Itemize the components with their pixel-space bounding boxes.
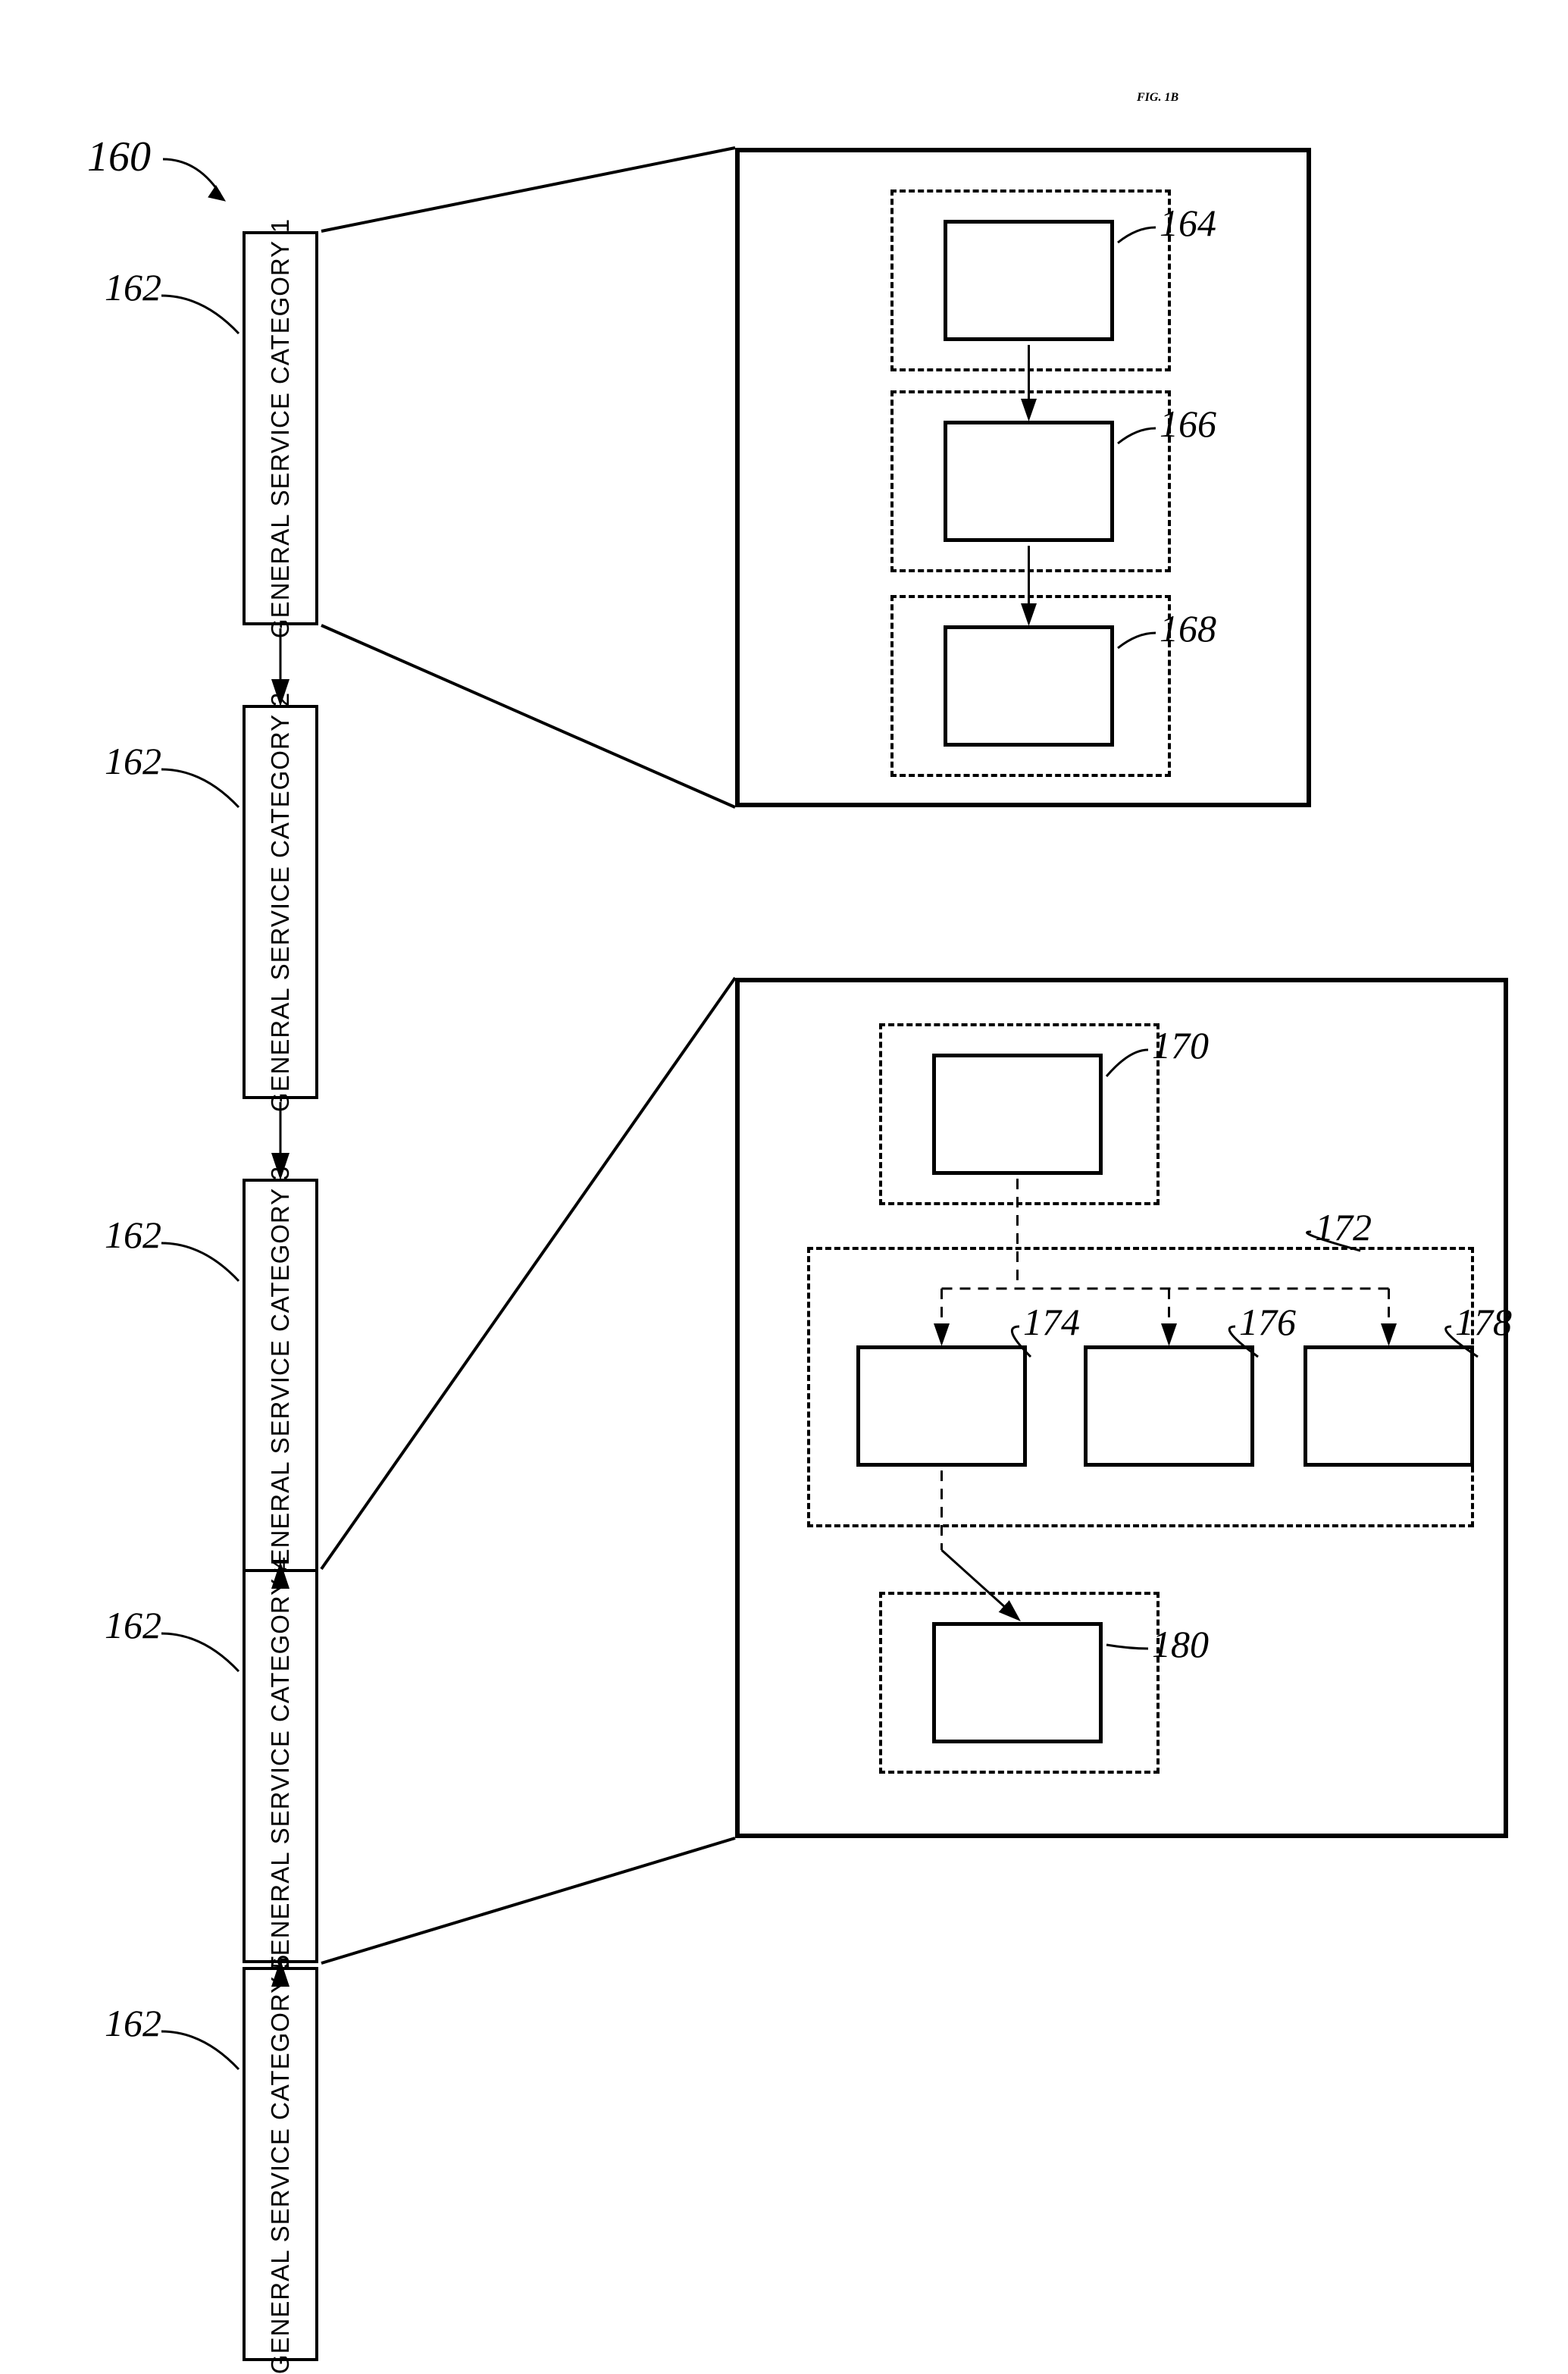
d2-ref-top: 170: [1152, 1023, 1209, 1067]
category-ref-1: 162: [105, 265, 161, 309]
category-box-5: GENERAL SERVICE CATEGORY 5: [243, 1967, 318, 2361]
category-ref-5: 162: [105, 2001, 161, 2045]
figure-title: FIG. 1B: [1137, 91, 1178, 105]
category-box-3: GENERAL SERVICE CATEGORY 3: [243, 1179, 318, 1573]
category-box-1: GENERAL SERVICE CATEGORY 1: [243, 231, 318, 625]
category-ref-3: 162: [105, 1213, 161, 1257]
category-ref-2: 162: [105, 739, 161, 783]
d2-ref-b3: 178: [1455, 1300, 1512, 1344]
d1-box-2: [944, 421, 1114, 542]
d2-box-2: [1084, 1345, 1254, 1467]
d1-ref-1: 164: [1160, 201, 1216, 245]
category-label-1: GENERAL SERVICE CATEGORY 1: [266, 218, 295, 638]
d1-ref-3: 168: [1160, 606, 1216, 650]
category-label-2: GENERAL SERVICE CATEGORY 2: [266, 692, 295, 1112]
d1-box-1: [944, 220, 1114, 341]
category-box-2: GENERAL SERVICE CATEGORY 2: [243, 705, 318, 1099]
d2-top-box: [932, 1054, 1103, 1175]
category-label-5: GENERAL SERVICE CATEGORY 5: [266, 1954, 295, 2374]
category-ref-4: 162: [105, 1603, 161, 1647]
d1-ref-2: 166: [1160, 402, 1216, 446]
d2-bot-box: [932, 1622, 1103, 1743]
category-box-4: GENERAL SERVICE CATEGORY 4: [243, 1569, 318, 1963]
d2-ref-b1: 174: [1023, 1300, 1080, 1344]
d2-ref-bottom: 180: [1152, 1622, 1209, 1666]
d1-box-3: [944, 625, 1114, 747]
category-label-4: GENERAL SERVICE CATEGORY 4: [266, 1556, 295, 1976]
d2-ref-b2: 176: [1239, 1300, 1296, 1344]
d2-box-1: [856, 1345, 1027, 1467]
d2-ref-group: 172: [1315, 1205, 1372, 1249]
d2-box-3: [1304, 1345, 1474, 1467]
category-label-3: GENERAL SERVICE CATEGORY 3: [266, 1166, 295, 1586]
diagram-page: FIG. 1B 160 GENERAL SERVICE CATEGORY 1 162 G…: [0, 0, 1568, 2169]
system-ref-label: 160: [87, 133, 151, 181]
